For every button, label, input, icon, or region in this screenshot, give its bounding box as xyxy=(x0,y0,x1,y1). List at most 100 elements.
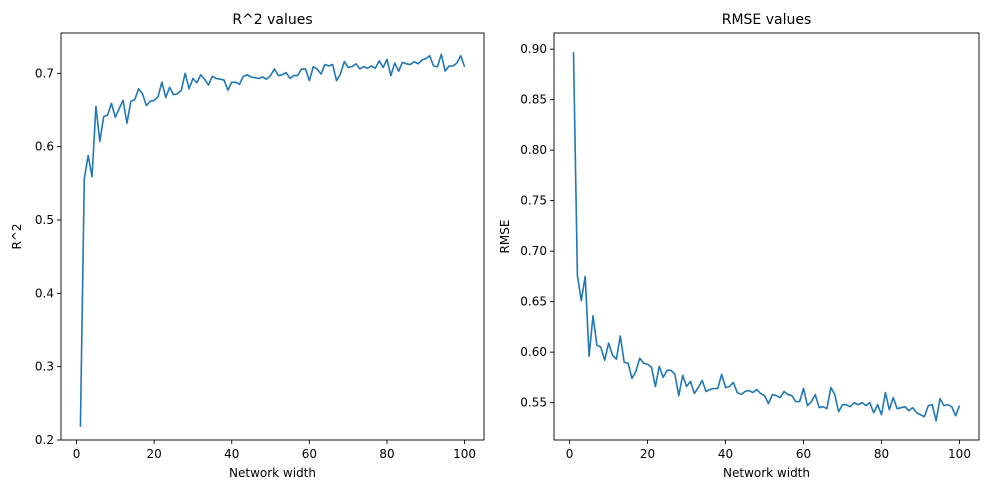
y-tick-label: 0.75 xyxy=(520,194,547,208)
data-point xyxy=(106,114,108,116)
data-point xyxy=(366,67,368,69)
data-point xyxy=(102,115,104,117)
y-axis-label: R^2 xyxy=(10,223,24,249)
data-point xyxy=(771,393,773,395)
data-point xyxy=(756,388,758,390)
y-tick-label: 0.6 xyxy=(35,140,54,154)
data-point xyxy=(865,404,867,406)
data-point xyxy=(611,354,613,356)
data-point xyxy=(335,79,337,81)
data-point xyxy=(681,374,683,376)
data-point xyxy=(658,365,660,367)
axes-frame xyxy=(553,32,980,441)
data-point xyxy=(339,73,341,75)
data-point xyxy=(943,404,945,406)
data-point xyxy=(834,393,836,395)
data-point xyxy=(347,66,349,68)
data-point xyxy=(110,102,112,104)
y-tick-label: 0.80 xyxy=(520,143,547,157)
data-point xyxy=(915,412,917,414)
data-point xyxy=(304,68,306,70)
data-point xyxy=(165,96,167,98)
data-point xyxy=(841,403,843,405)
data-point xyxy=(246,74,248,76)
data-point xyxy=(892,396,894,398)
data-point xyxy=(697,386,699,388)
data-point xyxy=(674,373,676,375)
data-point xyxy=(744,390,746,392)
data-point xyxy=(359,68,361,70)
data-point xyxy=(826,407,828,409)
data-point xyxy=(227,89,229,91)
data-point xyxy=(759,392,761,394)
data-point xyxy=(779,396,781,398)
data-point xyxy=(951,405,953,407)
data-point xyxy=(947,403,949,405)
data-point xyxy=(215,77,217,79)
data-point xyxy=(787,393,789,395)
data-point xyxy=(425,57,427,59)
data-point xyxy=(343,60,345,62)
x-tick-label: 100 xyxy=(948,447,971,461)
data-point xyxy=(670,369,672,371)
data-point xyxy=(316,68,318,70)
data-point xyxy=(646,363,648,365)
data-point xyxy=(775,394,777,396)
x-axis-label: Network width xyxy=(229,466,316,480)
data-point xyxy=(763,394,765,396)
y-tick-label: 0.5 xyxy=(35,213,54,227)
data-point xyxy=(705,390,707,392)
data-point xyxy=(802,387,804,389)
data-point xyxy=(126,122,128,124)
data-point xyxy=(95,105,97,107)
data-point xyxy=(137,88,139,90)
data-point xyxy=(642,362,644,364)
series-line xyxy=(79,53,466,427)
data-point xyxy=(857,403,859,405)
data-point xyxy=(238,83,240,85)
data-point xyxy=(409,63,411,65)
data-point xyxy=(603,359,605,361)
data-point xyxy=(736,391,738,393)
data-point xyxy=(822,405,824,407)
data-point xyxy=(927,404,929,406)
data-point xyxy=(250,76,252,78)
y-tick-label: 0.4 xyxy=(35,286,54,300)
data-point xyxy=(931,403,933,405)
data-point xyxy=(168,86,170,88)
data-point xyxy=(791,394,793,396)
data-point xyxy=(935,420,937,422)
data-point xyxy=(662,376,664,378)
data-point xyxy=(912,406,914,408)
x-tick-label: 60 xyxy=(796,447,811,461)
data-point xyxy=(153,99,155,101)
data-point xyxy=(390,74,392,76)
data-point xyxy=(397,70,399,72)
y-tick-label: 0.55 xyxy=(520,396,547,410)
data-point xyxy=(180,89,182,91)
data-point xyxy=(300,68,302,70)
x-tick-label: 0 xyxy=(73,447,81,461)
data-point xyxy=(798,400,800,402)
y-tick-label: 0.2 xyxy=(35,433,54,447)
data-point xyxy=(600,346,602,348)
data-points xyxy=(572,51,960,422)
data-point xyxy=(654,385,656,387)
data-point xyxy=(285,71,287,73)
data-point xyxy=(623,361,625,363)
data-point xyxy=(308,79,310,81)
data-point xyxy=(596,344,598,346)
data-point xyxy=(277,74,279,76)
data-point xyxy=(724,386,726,388)
data-point xyxy=(118,107,120,109)
data-points xyxy=(79,53,466,428)
data-point xyxy=(83,178,85,180)
data-point xyxy=(203,78,205,80)
data-point xyxy=(830,386,832,388)
data-point xyxy=(607,342,609,344)
data-point xyxy=(297,74,299,76)
data-point xyxy=(192,77,194,79)
data-point xyxy=(432,65,434,67)
data-point xyxy=(463,66,465,68)
data-point xyxy=(401,61,403,63)
